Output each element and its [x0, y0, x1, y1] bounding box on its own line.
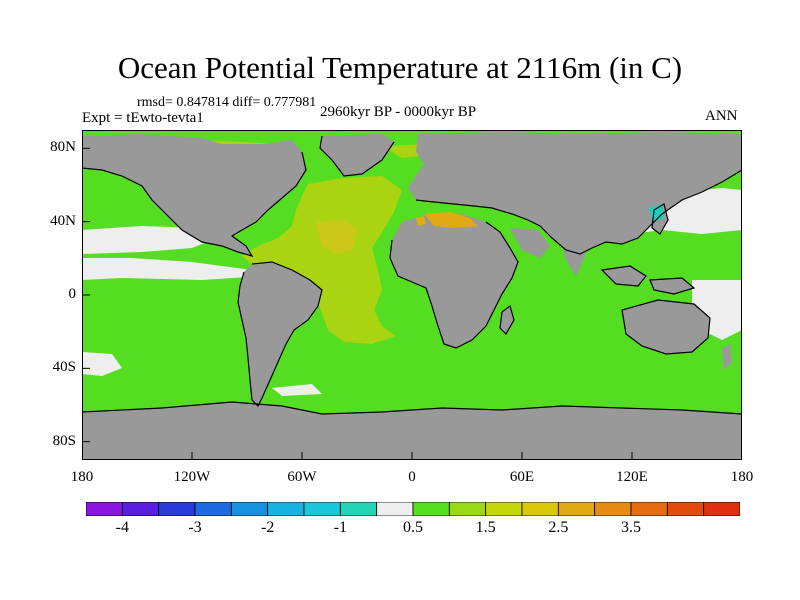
lon-tick-label: 60W: [287, 469, 317, 485]
lon-tick-label: 180: [70, 469, 94, 485]
colorbar-box: [267, 502, 305, 516]
colorbar-label: 3.5: [621, 519, 641, 536]
colorbar-box: [630, 502, 668, 516]
lat-tick-label: 40S: [52, 359, 76, 376]
colorbar-box: [703, 502, 740, 516]
colorbar-box: [121, 502, 160, 516]
mediterranean-zone: [424, 212, 478, 228]
colorbar-box: [412, 502, 450, 516]
japan-sea-zone: [648, 204, 664, 222]
colorbar-box: [521, 502, 559, 516]
colorbar-box: [557, 502, 596, 516]
colorbar-label: -4: [115, 519, 129, 536]
lat-tick-label: 0: [68, 286, 77, 302]
latitude-ticks: [82, 147, 90, 443]
colorbar-label: -1: [333, 519, 347, 536]
colorbar-box: [303, 502, 341, 516]
lon-tick-label: 180: [730, 469, 754, 485]
colorbar-box: [485, 502, 523, 516]
period-label: 2960kyr BP - 0000kyr BP: [320, 104, 477, 120]
experiment-label: Expt = tEwto-tevta1: [82, 110, 204, 126]
lat-tick-label: 80S: [52, 432, 76, 449]
colorbar-box: [376, 502, 414, 516]
world-map: [82, 130, 742, 460]
atlantic-warm-zone: [242, 176, 402, 344]
atlantic-core-zone: [316, 220, 358, 254]
colorbar-box: [230, 502, 269, 516]
colorbar-label: -3: [188, 519, 202, 536]
season-label: ANN: [705, 108, 738, 124]
colorbar-box: [86, 502, 123, 516]
lat-tick-label: 80N: [50, 139, 76, 156]
colorbar-box: [448, 502, 487, 516]
colorbar-box: [594, 502, 632, 516]
colorbar-label: 1.5: [475, 519, 496, 536]
colorbar: [86, 502, 740, 516]
lon-tick-label: 60E: [509, 469, 535, 485]
land-masses: [82, 132, 742, 460]
lon-tick-label: 120E: [616, 469, 648, 485]
colorbar-box: [158, 502, 196, 516]
colorbar-label: 0.5: [403, 519, 423, 536]
lat-tick-label: 40N: [50, 212, 76, 229]
lon-tick-label: 120W: [173, 469, 211, 485]
colorbar-box: [339, 502, 378, 516]
colorbar-box: [666, 502, 705, 516]
colorbar-label: 2.5: [548, 519, 569, 536]
colorbar-label: -2: [260, 519, 275, 536]
lon-tick-label: 0: [408, 469, 416, 485]
longitude-ticks: [82, 452, 742, 460]
colorbar-box: [194, 502, 232, 516]
stats-text: rmsd= 0.847814 diff= 0.777981: [137, 95, 317, 110]
mediterranean-zone: [416, 216, 426, 226]
coastlines: [82, 135, 742, 415]
map-title: Ocean Potential Temperature at 2116m (in…: [117, 50, 683, 85]
